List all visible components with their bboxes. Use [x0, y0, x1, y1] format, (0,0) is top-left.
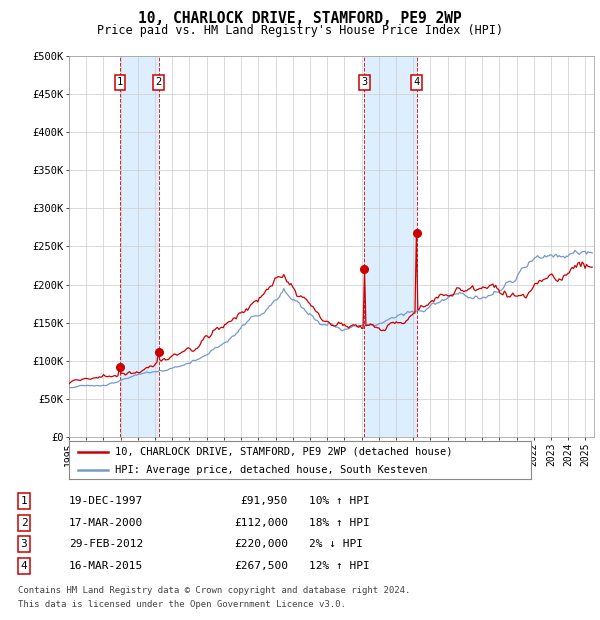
Text: 3: 3 [20, 539, 28, 549]
Text: 3: 3 [361, 78, 368, 87]
Text: 10, CHARLOCK DRIVE, STAMFORD, PE9 2WP: 10, CHARLOCK DRIVE, STAMFORD, PE9 2WP [138, 11, 462, 25]
Text: £220,000: £220,000 [234, 539, 288, 549]
Text: 1: 1 [20, 496, 28, 506]
Text: 2: 2 [20, 518, 28, 528]
Text: £112,000: £112,000 [234, 518, 288, 528]
Text: 2% ↓ HPI: 2% ↓ HPI [309, 539, 363, 549]
Text: 19-DEC-1997: 19-DEC-1997 [69, 496, 143, 506]
Text: 17-MAR-2000: 17-MAR-2000 [69, 518, 143, 528]
Text: 10% ↑ HPI: 10% ↑ HPI [309, 496, 370, 506]
Text: £267,500: £267,500 [234, 561, 288, 571]
Text: 18% ↑ HPI: 18% ↑ HPI [309, 518, 370, 528]
Text: 16-MAR-2015: 16-MAR-2015 [69, 561, 143, 571]
Bar [364, 56, 417, 437]
Text: £91,950: £91,950 [241, 496, 288, 506]
Text: This data is licensed under the Open Government Licence v3.0.: This data is licensed under the Open Gov… [18, 600, 346, 609]
Text: Contains HM Land Registry data © Crown copyright and database right 2024.: Contains HM Land Registry data © Crown c… [18, 586, 410, 595]
Text: HPI: Average price, detached house, South Kesteven: HPI: Average price, detached house, Sout… [115, 466, 428, 476]
Text: 4: 4 [20, 561, 28, 571]
Text: 12% ↑ HPI: 12% ↑ HPI [309, 561, 370, 571]
Text: 2: 2 [155, 78, 162, 87]
Text: Price paid vs. HM Land Registry's House Price Index (HPI): Price paid vs. HM Land Registry's House … [97, 24, 503, 37]
Text: 29-FEB-2012: 29-FEB-2012 [69, 539, 143, 549]
Text: 10, CHARLOCK DRIVE, STAMFORD, PE9 2WP (detached house): 10, CHARLOCK DRIVE, STAMFORD, PE9 2WP (d… [115, 447, 453, 457]
Bar [120, 56, 158, 437]
Text: 1: 1 [117, 78, 123, 87]
Text: 4: 4 [414, 78, 420, 87]
